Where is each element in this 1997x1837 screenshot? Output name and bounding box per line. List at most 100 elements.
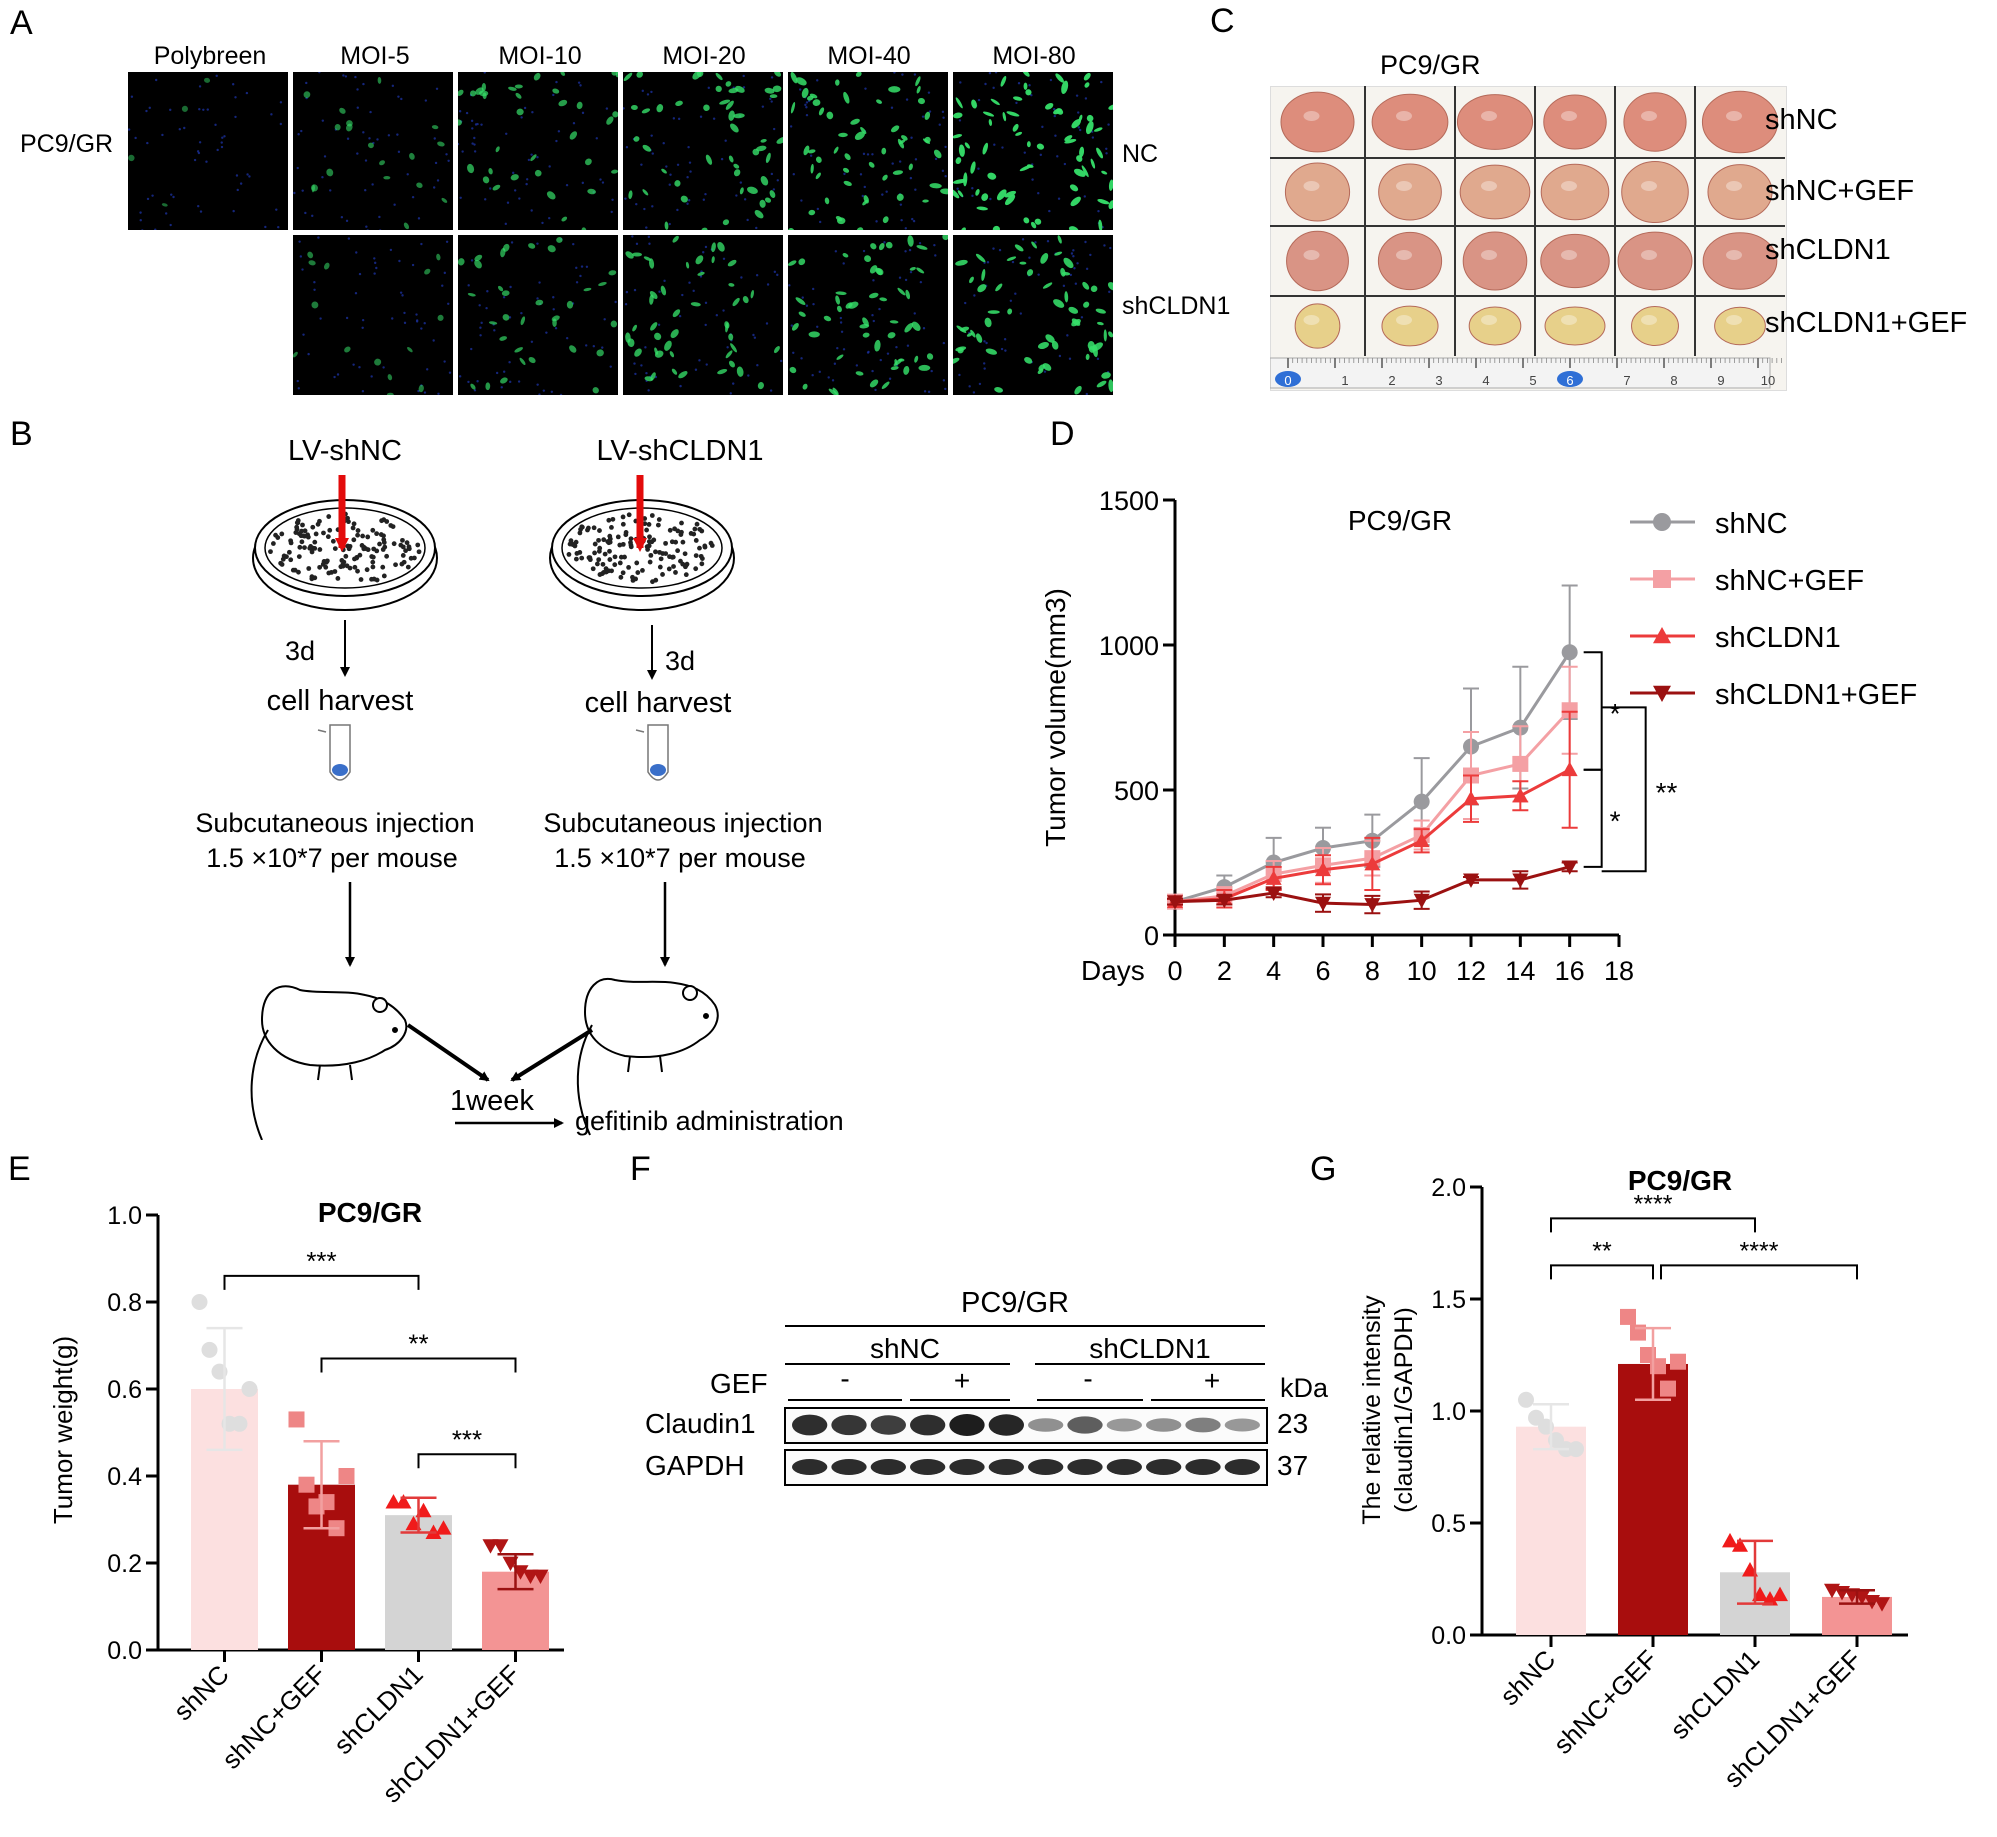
g-xtick-label: shCLDN1	[1664, 1644, 1765, 1745]
col-header-moi80: MOI-80	[992, 42, 1076, 70]
lv-shcldn1-title: LV-shCLDN1	[596, 435, 763, 467]
tumor-highlight	[1561, 111, 1577, 121]
d-point	[1561, 644, 1578, 661]
tumor-0-2	[1456, 94, 1534, 150]
gapdh-band-7	[1067, 1459, 1103, 1475]
claudin1-band-6	[1028, 1418, 1064, 1432]
claudin1-band-1	[831, 1414, 867, 1436]
d-ytick-label: 500	[1114, 776, 1159, 806]
ruler-label: 10	[1761, 373, 1775, 388]
micrograph-nc-2	[458, 72, 618, 230]
micrograph-nc-5	[953, 72, 1113, 230]
tumor-highlight	[1726, 250, 1742, 260]
g-sig-2-label: **	[1592, 1237, 1612, 1265]
row-label-pc9gr: PC9/GR	[20, 130, 114, 158]
d-xtick-label: 6	[1315, 956, 1330, 986]
arrow-mouse-left-to-treatment	[406, 1023, 490, 1082]
injection-label-left: Subcutaneous injection	[195, 808, 474, 838]
e-ytick-label: 0.2	[107, 1550, 142, 1578]
d-point	[1512, 873, 1529, 888]
g-datapoint	[1874, 1597, 1890, 1612]
d-point	[1512, 755, 1529, 772]
panel-label-e: E	[8, 1150, 31, 1188]
panel-label-g: G	[1310, 1150, 1337, 1188]
panel-f-western-blot: PC9/GR shNC shCLDN1 GEF - + - + kDa Clau…	[645, 1287, 1329, 1486]
e-sig-3	[417, 1453, 517, 1469]
tube-icon-right	[635, 724, 669, 781]
tumor-3-5	[1714, 306, 1766, 346]
col-header-polybreen: Polybreen	[153, 42, 267, 70]
d-point	[1216, 893, 1233, 909]
g-sig-1-label: ****	[1634, 1190, 1673, 1218]
tumor-highlight	[1481, 111, 1497, 121]
e-ytick-label: 0.0	[107, 1637, 142, 1665]
blot-minus-1: -	[840, 1363, 849, 1394]
d-point	[1463, 790, 1479, 806]
d-point	[1413, 832, 1430, 848]
tumor-photo-background	[1270, 86, 1787, 391]
gapdh-band-10	[1185, 1459, 1221, 1475]
claudin1-band-8	[1106, 1418, 1142, 1432]
tumor-3-2	[1468, 306, 1522, 346]
tumor-highlight	[1303, 250, 1320, 260]
e-ylabel: Tumor weight(g)	[48, 1336, 78, 1524]
blot-protein-gapdh: GAPDH	[645, 1450, 745, 1481]
g-ylabel: The relative intensity	[1358, 1295, 1386, 1525]
e-sig-2-label: **	[408, 1329, 428, 1359]
tumor-highlight	[1641, 181, 1657, 191]
claudin1-band-3	[910, 1414, 946, 1436]
e-datapoint	[395, 1494, 412, 1509]
d-legend-label: shNC+GEF	[1715, 565, 1864, 597]
claudin1-band-0	[792, 1414, 828, 1436]
blot-plus-1: +	[954, 1365, 970, 1396]
g-datapoint	[1620, 1308, 1636, 1325]
dose-label-left: 1.5 ×10*7 per mouse	[206, 843, 457, 873]
tumor-row-label-shnc-gef: shNC+GEF	[1765, 175, 1915, 207]
tumor-row-label-shcldn1: shCLDN1	[1765, 234, 1891, 266]
micrograph-cells	[788, 235, 948, 395]
g-ytick-label: 2.0	[1431, 1174, 1466, 1202]
blot-group-shcldn1: shCLDN1	[1089, 1333, 1210, 1364]
d-sig-label: **	[1656, 777, 1678, 808]
d-sig-bracket	[1601, 706, 1647, 873]
micrograph-cells	[624, 235, 783, 395]
tumor-highlight	[1561, 181, 1577, 191]
dose-label-right: 1.5 ×10*7 per mouse	[554, 843, 805, 873]
row-label-shcldn1: shCLDN1	[1122, 292, 1231, 320]
micrograph-cells	[293, 72, 450, 230]
ruler-label: 0	[1284, 373, 1291, 388]
micrograph-shcldn1-3	[623, 235, 783, 395]
e-title: PC9/GR	[318, 1197, 422, 1228]
tumor-highlight	[1481, 250, 1497, 260]
claudin1-band-7	[1067, 1416, 1103, 1434]
injection-label-right: Subcutaneous injection	[543, 808, 822, 838]
d-point	[1561, 860, 1578, 875]
e-datapoint	[298, 1476, 315, 1493]
ruler-label: 3	[1435, 373, 1442, 388]
tumor-highlight	[1396, 111, 1412, 121]
e-sig-1-label: ***	[306, 1246, 336, 1276]
micrograph-cells	[458, 237, 618, 395]
tumor-highlight	[1561, 250, 1577, 260]
tumor-0-4	[1623, 92, 1687, 152]
tumor-highlight	[1726, 315, 1742, 325]
tumor-3-1	[1381, 305, 1439, 347]
d-xtick-label: 14	[1505, 956, 1535, 986]
tumor-highlight	[1481, 181, 1497, 191]
tumor-highlight	[1396, 250, 1412, 260]
d-sig-label: *	[1610, 805, 1621, 836]
micrograph-nc-4	[788, 72, 948, 230]
col-header-moi10: MOI-10	[498, 42, 582, 70]
tumor-highlight	[1303, 111, 1320, 121]
gapdh-band-4	[949, 1459, 985, 1475]
claudin1-band-5	[988, 1414, 1024, 1436]
blot-title: PC9/GR	[961, 1287, 1069, 1319]
g-ytick-label: 0.5	[1431, 1510, 1466, 1538]
d-sig-bracket	[1583, 651, 1603, 771]
g-ytick-label: 1.0	[1431, 1398, 1466, 1426]
mouse-illustration-right	[576, 977, 719, 1136]
d-xtick-label: 4	[1266, 956, 1281, 986]
ruler-label: 7	[1623, 373, 1630, 388]
tumor-0-5	[1701, 90, 1779, 154]
